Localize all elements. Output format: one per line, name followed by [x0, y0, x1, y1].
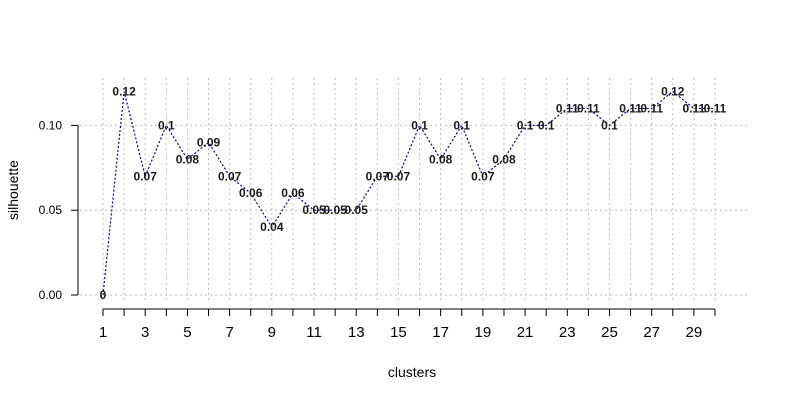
- x-axis-title: clusters: [388, 364, 436, 380]
- x-tick-label: 7: [225, 324, 233, 341]
- x-tick-label: 19: [475, 324, 492, 341]
- y-tick-label: 0.00: [39, 288, 63, 302]
- x-tick-label: 13: [348, 324, 365, 341]
- data-label: 0.04: [260, 220, 284, 234]
- data-label: 0.11: [556, 101, 579, 115]
- data-labels: 0 0.12 0.07 0.1 0.08 0.09 0.07 0.06 0.04 0.06 0.05…: [100, 84, 727, 302]
- data-label: 0.07: [471, 169, 495, 183]
- data-label: 0.12: [112, 84, 136, 98]
- data-label: 0.11: [577, 101, 600, 115]
- series-line: [102, 90, 715, 296]
- y-tick-label: 0.10: [39, 118, 63, 132]
- y-tick-label: 0.05: [39, 203, 63, 217]
- data-label: 0.1: [538, 118, 555, 132]
- y-axis-title: silhouette: [5, 160, 21, 220]
- data-label: 0.1: [517, 118, 534, 132]
- data-label: 0.11: [683, 101, 706, 115]
- data-label: 0: [100, 288, 107, 302]
- series-polyline: [102, 90, 715, 296]
- data-label: 0.06: [281, 186, 305, 200]
- x-tick-label: 25: [601, 324, 618, 341]
- x-tick-label: 9: [268, 324, 276, 341]
- data-label: 0.08: [176, 152, 200, 166]
- data-label: 0.11: [704, 101, 727, 115]
- x-tick-label: 3: [141, 324, 149, 341]
- data-label: 0.12: [661, 84, 685, 98]
- data-label: 0.05: [345, 203, 369, 217]
- data-label: 0.07: [218, 169, 242, 183]
- grid: [80, 78, 748, 302]
- data-label: 0.07: [387, 169, 411, 183]
- data-label: 0.08: [429, 152, 453, 166]
- data-label: 0.08: [492, 152, 516, 166]
- data-label: 0.06: [239, 186, 263, 200]
- x-tick-label: 5: [183, 324, 191, 341]
- data-label: 0.05: [323, 203, 347, 217]
- data-label: 0.09: [197, 135, 221, 149]
- data-label: 0.07: [366, 169, 390, 183]
- data-label: 0.1: [453, 118, 470, 132]
- data-label: 0.11: [619, 101, 642, 115]
- data-label: 0.07: [134, 169, 158, 183]
- x-tick-label: 1: [99, 324, 107, 341]
- data-label: 0.1: [158, 118, 175, 132]
- data-label: 0.1: [601, 118, 618, 132]
- x-tick-label: 11: [306, 324, 322, 341]
- x-tick-label: 15: [390, 324, 407, 341]
- x-tick-label: 17: [432, 324, 449, 341]
- data-label: 0.11: [640, 101, 663, 115]
- x-tick-label: 27: [643, 324, 660, 341]
- data-label: 0.05: [302, 203, 326, 217]
- x-tick-label: 21: [517, 324, 534, 341]
- x-tick-label: 29: [686, 324, 703, 341]
- data-label: 0.1: [411, 118, 428, 132]
- x-tick-label: 23: [559, 324, 576, 341]
- axes: 0.000.050.101 3 5 7 9 11 13 15 17 19 21 23 25 27 29: [39, 118, 716, 341]
